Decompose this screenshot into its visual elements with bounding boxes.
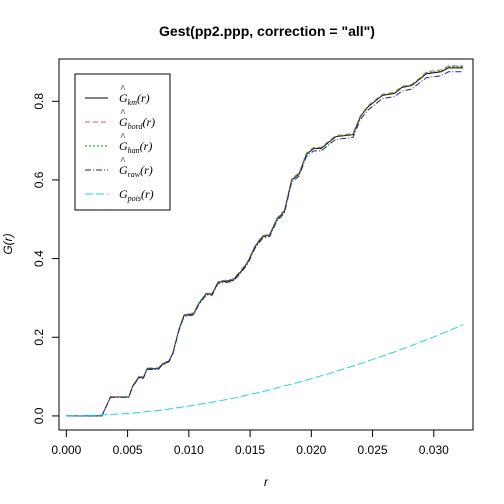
x-tick-label: 0.015 bbox=[235, 443, 265, 457]
legend-main: G bbox=[119, 139, 128, 153]
y-tick-label: 0.6 bbox=[32, 171, 46, 188]
series-line-pois bbox=[66, 324, 464, 417]
series-group bbox=[66, 65, 464, 417]
x-tick-label: 0.010 bbox=[174, 443, 204, 457]
y-axis: 0.0 0.2 0.4 0.6 0.8 bbox=[32, 93, 60, 424]
legend-label-raw: Graw(r) bbox=[119, 163, 153, 179]
x-axis-label: r bbox=[264, 475, 269, 489]
legend-arg: (r) bbox=[143, 115, 156, 129]
series-line-han bbox=[66, 66, 464, 417]
legend-hat-km: ^ bbox=[121, 84, 126, 95]
legend-main: G bbox=[119, 91, 128, 105]
y-axis-label: G(r) bbox=[1, 233, 15, 254]
legend-hat-bord: ^ bbox=[121, 108, 126, 119]
legend-arg: (r) bbox=[137, 91, 150, 105]
x-axis: 0.000 0.005 0.010 0.015 0.020 0.025 0.030 bbox=[51, 429, 449, 457]
legend-label-km: Gkm(r) bbox=[119, 91, 150, 107]
legend-main: G bbox=[119, 163, 128, 177]
x-tick-label: 0.030 bbox=[419, 443, 449, 457]
legend-main: G bbox=[119, 187, 128, 201]
legend-subscript: bord bbox=[128, 122, 144, 131]
legend-label-pois: Gpois(r) bbox=[119, 187, 154, 203]
legend: Gkm(r)^Gbord(r)^Ghan(r)^Graw(r)^Gpois(r) bbox=[74, 73, 171, 211]
legend-hat-han: ^ bbox=[121, 132, 126, 143]
series-line-bord bbox=[66, 65, 464, 417]
x-tick-label: 0.000 bbox=[51, 443, 81, 457]
legend-arg: (r) bbox=[141, 187, 154, 201]
x-tick-label: 0.020 bbox=[296, 443, 326, 457]
legend-box bbox=[74, 73, 171, 211]
x-tick-label: 0.025 bbox=[358, 443, 388, 457]
legend-subscript: han bbox=[128, 146, 140, 155]
legend-arg: (r) bbox=[140, 163, 153, 177]
x-tick-label: 0.005 bbox=[113, 443, 143, 457]
legend-subscript: pois bbox=[127, 194, 141, 203]
legend-subscript: km bbox=[128, 98, 138, 107]
y-tick-label: 0.8 bbox=[32, 93, 46, 110]
legend-main: G bbox=[119, 115, 128, 129]
legend-label-han: Ghan(r) bbox=[119, 139, 152, 155]
legend-subscript: raw bbox=[128, 170, 141, 179]
y-tick-label: 0.0 bbox=[32, 407, 46, 424]
legend-label-bord: Gbord(r) bbox=[119, 115, 155, 131]
chart-title: Gest(pp2.ppp, correction = "all") bbox=[159, 23, 375, 39]
y-tick-label: 0.4 bbox=[32, 250, 46, 267]
legend-arg: (r) bbox=[140, 139, 153, 153]
legend-hat-raw: ^ bbox=[121, 156, 126, 167]
y-tick-label: 0.2 bbox=[32, 329, 46, 346]
